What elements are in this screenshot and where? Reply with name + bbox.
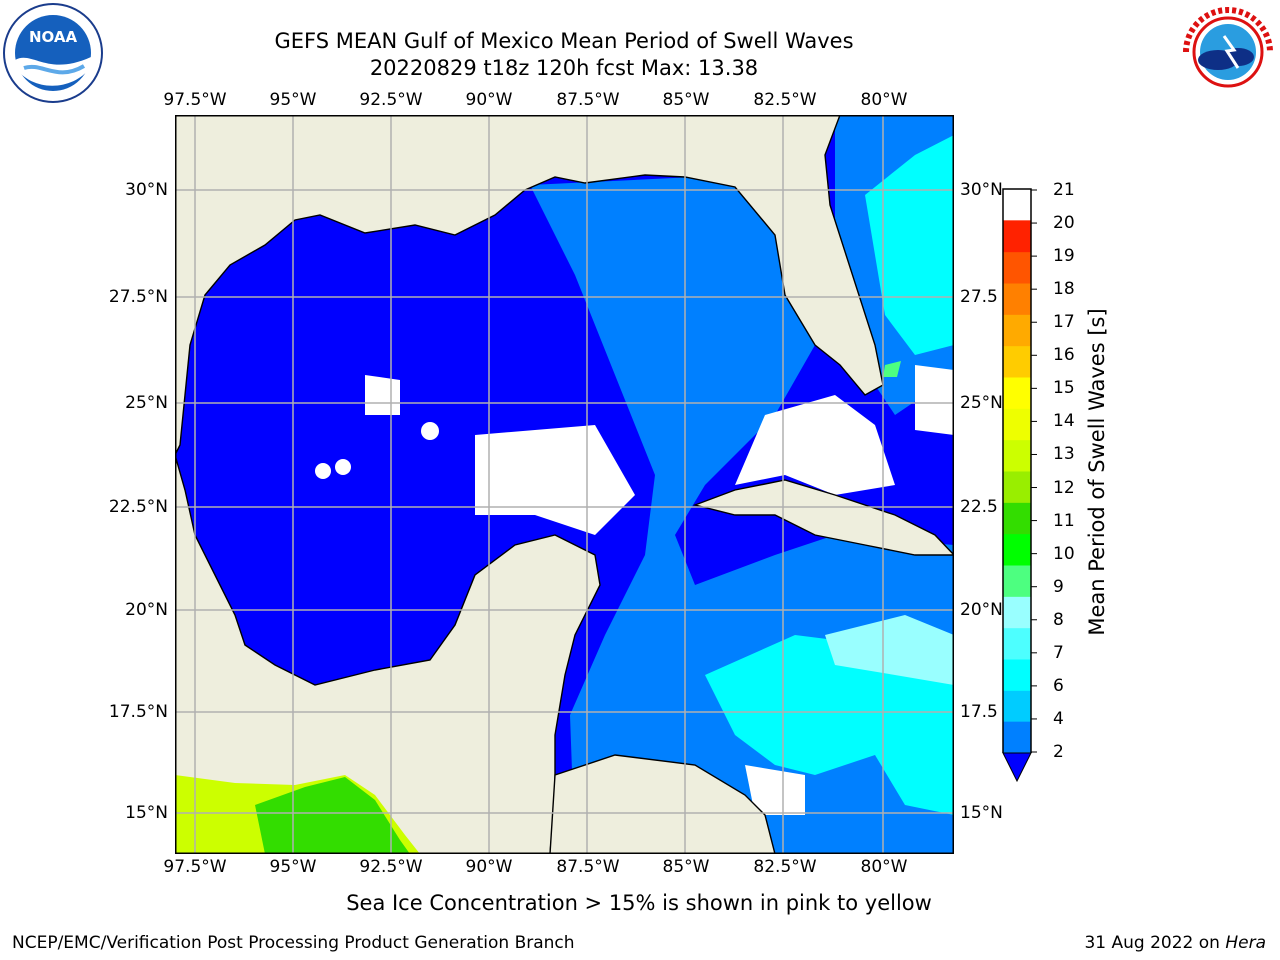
sea-ice-note: Sea Ice Concentration > 15% is shown in …: [346, 891, 932, 915]
colorbar-tick-label: 16: [1053, 345, 1075, 366]
lat-label-right: 15°N: [960, 803, 1003, 823]
swell-band-4-7: [705, 635, 954, 815]
lon-label-bottom: 92.5°W: [359, 857, 423, 877]
lat-label-right: 30°N: [960, 180, 1003, 200]
colorbar-band: [1003, 502, 1031, 535]
colorbar-tick-label: 17: [1053, 312, 1075, 333]
colorbar-tick-label: 9: [1053, 576, 1064, 597]
colorbar-tick-label: 14: [1053, 411, 1075, 432]
land-central-america: [549, 754, 776, 854]
colorbar-band: [1003, 377, 1031, 409]
colorbar-tick-label: 18: [1053, 279, 1075, 300]
noaa-logo: NOAA: [3, 3, 103, 103]
lon-label-bottom: 90°W: [465, 857, 513, 877]
lon-label-top: 82.5°W: [753, 90, 817, 110]
map-frame: [175, 115, 954, 854]
lat-label-left: 17.5°N: [108, 702, 168, 722]
colorbar-tick-label: 8: [1053, 609, 1064, 630]
colorbar-band: [1003, 596, 1031, 629]
colorbar-band: [1003, 533, 1031, 566]
colorbar-tick-label: 7: [1053, 642, 1064, 663]
colorbar-title: Mean Period of Swell Waves [s]: [1085, 308, 1109, 636]
map-subtitle: 20220829 t18z 120h fcst Max: 13.38: [369, 56, 759, 80]
land-cuba: [692, 479, 954, 556]
lat-label-left: 22.5°N: [108, 497, 168, 517]
swell-band-7-9: [825, 615, 954, 685]
lat-label-left: 30°N: [125, 180, 168, 200]
colorbar-band: [1003, 314, 1031, 347]
lat-label-right: 27.5: [960, 287, 998, 307]
colorbar-band: [1003, 690, 1031, 723]
lon-label-bottom: 95°W: [269, 857, 317, 877]
colorbar-band: [1003, 408, 1031, 441]
lon-label-bottom: 82.5°W: [753, 857, 817, 877]
colorbar-tick-label: 12: [1053, 477, 1075, 498]
colorbar-band: [1003, 627, 1031, 660]
colorbar-band: [1003, 283, 1031, 315]
colorbar-band: [1003, 220, 1031, 253]
colorbar-band: [1003, 345, 1031, 378]
lat-label-right: 22.5: [960, 497, 998, 517]
lon-label-top: 90°W: [465, 90, 513, 110]
colorbar-extend-arrow: [1002, 752, 1032, 783]
colorbar-tick-label: 19: [1053, 246, 1075, 267]
run-host: Hera: [1225, 933, 1266, 953]
colorbar-tick-label: 15: [1053, 378, 1075, 399]
map-title: GEFS MEAN Gulf of Mexico Mean Period of …: [274, 29, 854, 53]
lat-label-left: 25°N: [125, 393, 168, 413]
swell-band-9-10: [883, 361, 901, 377]
colorbar-band: [1003, 251, 1031, 284]
lon-label-top: 85°W: [662, 90, 710, 110]
lon-label-top: 92.5°W: [359, 90, 423, 110]
run-date: 31 Aug 2022 on Hera: [1084, 933, 1266, 953]
colorbar-tick-label: 10: [1053, 543, 1075, 564]
colorbar-tick-label: 21: [1053, 180, 1075, 200]
colorbar-tick-label: 20: [1053, 213, 1075, 234]
lon-label-top: 87.5°W: [556, 90, 620, 110]
land: [175, 115, 954, 854]
colorbar-band: [1003, 565, 1031, 597]
colorbar-band: [1003, 659, 1031, 691]
lon-label-bottom: 85°W: [662, 857, 710, 877]
lon-label-top: 95°W: [269, 90, 317, 110]
colorbar-tick-label: 6: [1053, 675, 1064, 696]
nws-logo: [1180, 4, 1276, 100]
credit-line: NCEP/EMC/Verification Post Processing Pr…: [12, 933, 575, 953]
colorbar-band: [1003, 721, 1031, 753]
lon-label-top: 97.5°W: [163, 90, 227, 110]
lat-label-left: 27.5°N: [108, 287, 168, 307]
lat-label-right: 25°N: [960, 393, 1003, 413]
noaa-logo-text: NOAA: [29, 28, 78, 46]
lat-label-right: 20°N: [960, 600, 1003, 620]
land-mexico: [175, 454, 601, 854]
run-date-text: 31 Aug 2022 on: [1084, 933, 1220, 953]
lon-label-bottom: 87.5°W: [556, 857, 620, 877]
lon-label-bottom: 97.5°W: [163, 857, 227, 877]
colorbar-tick-label: 11: [1053, 510, 1075, 531]
colorbar-tick-label: 2: [1053, 742, 1064, 762]
colorbar: [1002, 188, 1037, 783]
colorbar-band: [1003, 439, 1031, 472]
land-us-north: [175, 115, 954, 456]
lat-label-left: 15°N: [125, 803, 168, 823]
colorbar-tick-label: 4: [1053, 708, 1064, 729]
lat-label-left: 20°N: [125, 600, 168, 620]
lon-label-top: 80°W: [860, 90, 908, 110]
lat-label-right: 17.5: [960, 702, 998, 722]
colorbar-frame: [1002, 188, 1032, 753]
colorbar-tick-label: 13: [1053, 444, 1075, 465]
lon-label-bottom: 80°W: [860, 857, 908, 877]
map-panel: [175, 115, 954, 854]
graticule: [175, 115, 954, 854]
colorbar-band: [1003, 471, 1031, 503]
